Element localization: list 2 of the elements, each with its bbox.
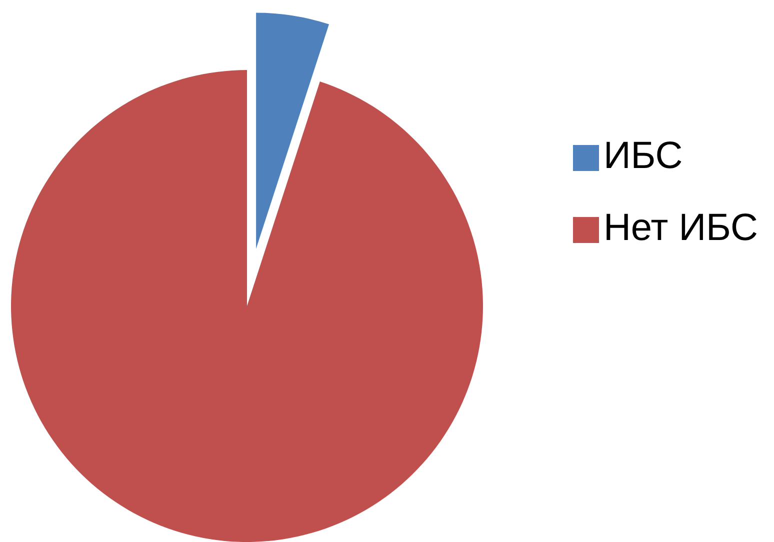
legend-label: ИБС bbox=[603, 135, 683, 177]
legend-label: Нет ИБС bbox=[603, 207, 758, 249]
